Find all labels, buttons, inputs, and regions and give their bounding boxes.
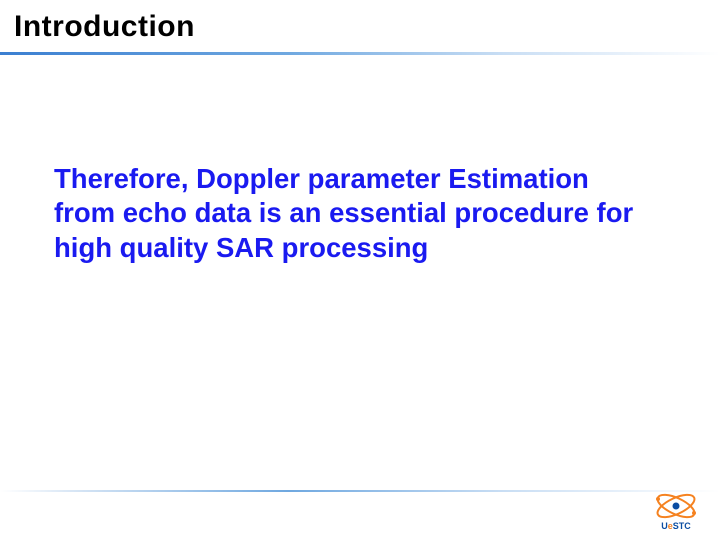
svg-text:UeSTC: UeSTC (661, 521, 691, 531)
uestc-logo: UeSTC (646, 488, 706, 532)
footer-divider (0, 490, 720, 492)
header-underline (0, 52, 720, 55)
slide-header: Introduction (0, 0, 720, 46)
main-body-text: Therefore, Doppler parameter Estimation … (54, 162, 654, 265)
slide-title: Introduction (14, 10, 706, 44)
